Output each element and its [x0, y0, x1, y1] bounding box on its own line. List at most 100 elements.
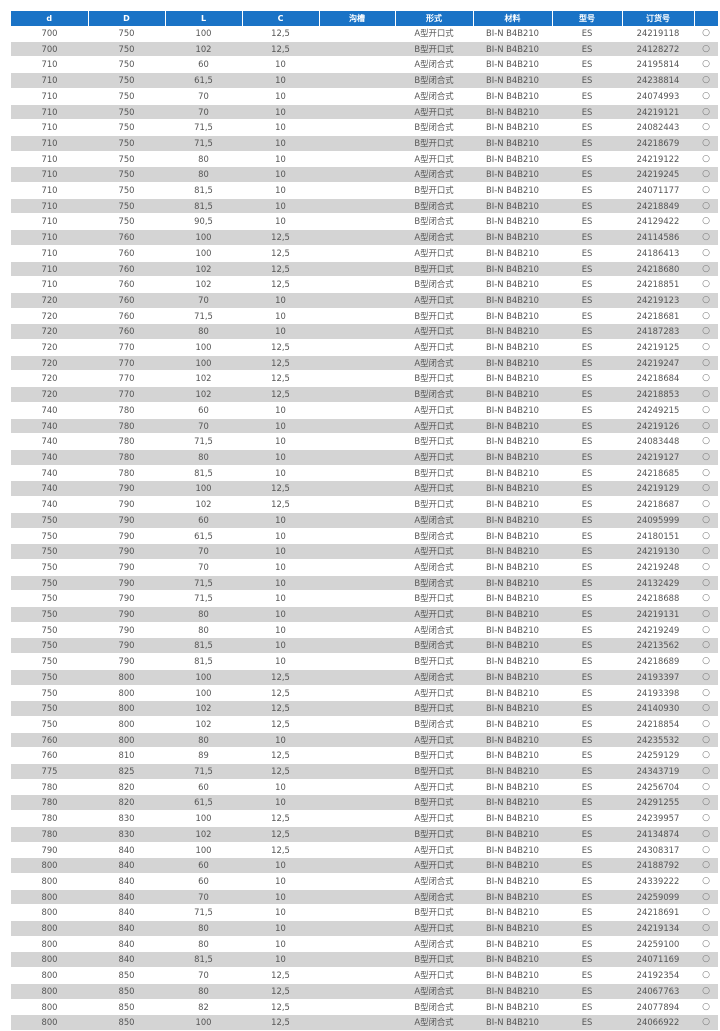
cell-L: 90,5 — [165, 213, 242, 230]
cell-type-form: B型开口式 — [395, 433, 473, 450]
cell-C: 12,5 — [242, 229, 319, 246]
cell-material: BI-N B4B210 — [473, 999, 552, 1015]
table-row: 800 840 80 10 A型开口式 BI-N B4B210 ES 24219134 ○ — [11, 920, 718, 937]
availability-circle-icon: ○ — [694, 418, 718, 434]
availability-circle-icon: ○ — [694, 637, 718, 654]
cell-D: 800 — [88, 685, 165, 701]
availability-circle-icon: ○ — [694, 355, 718, 371]
cell-C: 12,5 — [242, 747, 319, 764]
cell-d: 800 — [11, 889, 88, 905]
cell-D: 840 — [88, 842, 165, 858]
cell-order-number: 24259129 — [622, 747, 694, 764]
cell-C: 10 — [242, 889, 319, 905]
cell-L: 71,5 — [165, 904, 242, 921]
cell-material: BI-N B4B210 — [473, 904, 552, 921]
cell-type-form: A型开口式 — [395, 245, 473, 262]
availability-circle-icon: ○ — [694, 386, 718, 403]
cell-C: 12,5 — [242, 339, 319, 356]
cell-d: 740 — [11, 449, 88, 466]
cell-material: BI-N B4B210 — [473, 26, 552, 42]
cell-material: BI-N B4B210 — [473, 402, 552, 419]
cell-D: 760 — [88, 276, 165, 293]
cell-model: ES — [552, 276, 622, 293]
cell-type-form: B型开口式 — [395, 135, 473, 152]
cell-model: ES — [552, 685, 622, 701]
cell-C: 10 — [242, 198, 319, 214]
cell-order-number: 24140930 — [622, 700, 694, 717]
cell-material: BI-N B4B210 — [473, 794, 552, 811]
cell-L: 60 — [165, 512, 242, 528]
cell-model: ES — [552, 747, 622, 764]
cell-d: 710 — [11, 276, 88, 293]
cell-D: 820 — [88, 794, 165, 811]
cell-C: 10 — [242, 606, 319, 623]
cell-C: 12,5 — [242, 41, 319, 57]
cell-order-number: 24083448 — [622, 433, 694, 450]
header-availability — [694, 11, 718, 26]
cell-C: 10 — [242, 732, 319, 748]
cell-order-number: 24186413 — [622, 245, 694, 262]
cell-material: BI-N B4B210 — [473, 213, 552, 230]
cell-D: 770 — [88, 355, 165, 371]
cell-groove — [319, 794, 395, 811]
cell-model: ES — [552, 528, 622, 544]
table-row: 780 830 100 12,5 A型开口式 BI-N B4B210 ES 24239957 ○ — [11, 810, 718, 827]
cell-groove — [319, 528, 395, 544]
cell-order-number: 24132429 — [622, 575, 694, 591]
cell-d: 800 — [11, 1014, 88, 1031]
cell-material: BI-N B4B210 — [473, 606, 552, 623]
cell-order-number: 24308317 — [622, 842, 694, 858]
cell-d: 720 — [11, 292, 88, 309]
cell-order-number: 24218849 — [622, 198, 694, 214]
cell-material: BI-N B4B210 — [473, 496, 552, 513]
cell-model: ES — [552, 920, 622, 937]
cell-material: BI-N B4B210 — [473, 826, 552, 843]
cell-model: ES — [552, 56, 622, 73]
cell-d: 775 — [11, 763, 88, 780]
table-row: 800 840 60 10 A型开口式 BI-N B4B210 ES 24188792 ○ — [11, 857, 718, 874]
cell-material: BI-N B4B210 — [473, 292, 552, 309]
table-row: 750 800 102 12,5 B型开口式 BI-N B4B210 ES 24140930 ○ — [11, 700, 718, 717]
cell-groove — [319, 465, 395, 481]
table-row: 740 780 80 10 A型开口式 BI-N B4B210 ES 24219127 ○ — [11, 449, 718, 466]
cell-groove — [319, 339, 395, 356]
cell-type-form: A型开口式 — [395, 104, 473, 120]
cell-type-form: A型闭合式 — [395, 512, 473, 528]
cell-type-form: A型开口式 — [395, 810, 473, 827]
header-model: 型号 — [552, 11, 623, 26]
cell-groove — [319, 826, 395, 843]
cell-L: 81,5 — [165, 653, 242, 670]
cell-model: ES — [552, 292, 622, 309]
cell-model: ES — [552, 261, 622, 277]
cell-model: ES — [552, 732, 622, 748]
cell-groove — [319, 747, 395, 764]
cell-D: 790 — [88, 559, 165, 576]
cell-material: BI-N B4B210 — [473, 747, 552, 764]
cell-model: ES — [552, 182, 622, 199]
cell-order-number: 24188792 — [622, 857, 694, 874]
cell-material: BI-N B4B210 — [473, 653, 552, 670]
availability-circle-icon: ○ — [694, 826, 718, 843]
cell-D: 840 — [88, 857, 165, 874]
table-row: 720 770 100 12,5 A型开口式 BI-N B4B210 ES 24219125 ○ — [11, 339, 718, 356]
cell-L: 80 — [165, 323, 242, 340]
table-row: 700 750 100 12,5 A型开口式 BI-N B4B210 ES 24219118 ○ — [11, 26, 718, 42]
cell-d: 710 — [11, 245, 88, 262]
cell-material: BI-N B4B210 — [473, 135, 552, 152]
table-row: 760 800 80 10 A型开口式 BI-N B4B210 ES 24235532 ○ — [11, 732, 718, 748]
cell-material: BI-N B4B210 — [473, 669, 552, 686]
cell-D: 750 — [88, 72, 165, 89]
cell-order-number: 24134874 — [622, 826, 694, 843]
cell-order-number: 24235532 — [622, 732, 694, 748]
cell-groove — [319, 261, 395, 277]
cell-order-number: 24187283 — [622, 323, 694, 340]
cell-groove — [319, 418, 395, 434]
header-L: L — [165, 11, 243, 26]
cell-material: BI-N B4B210 — [473, 779, 552, 795]
table-row: 710 750 71,5 10 B型闭合式 BI-N B4B210 ES 24082443 ○ — [11, 119, 718, 136]
cell-d: 720 — [11, 323, 88, 340]
table-row: 710 760 102 12,5 B型闭合式 BI-N B4B210 ES 24218851 ○ — [11, 276, 718, 293]
availability-circle-icon: ○ — [694, 496, 718, 513]
cell-groove — [319, 590, 395, 607]
availability-circle-icon: ○ — [694, 41, 718, 57]
